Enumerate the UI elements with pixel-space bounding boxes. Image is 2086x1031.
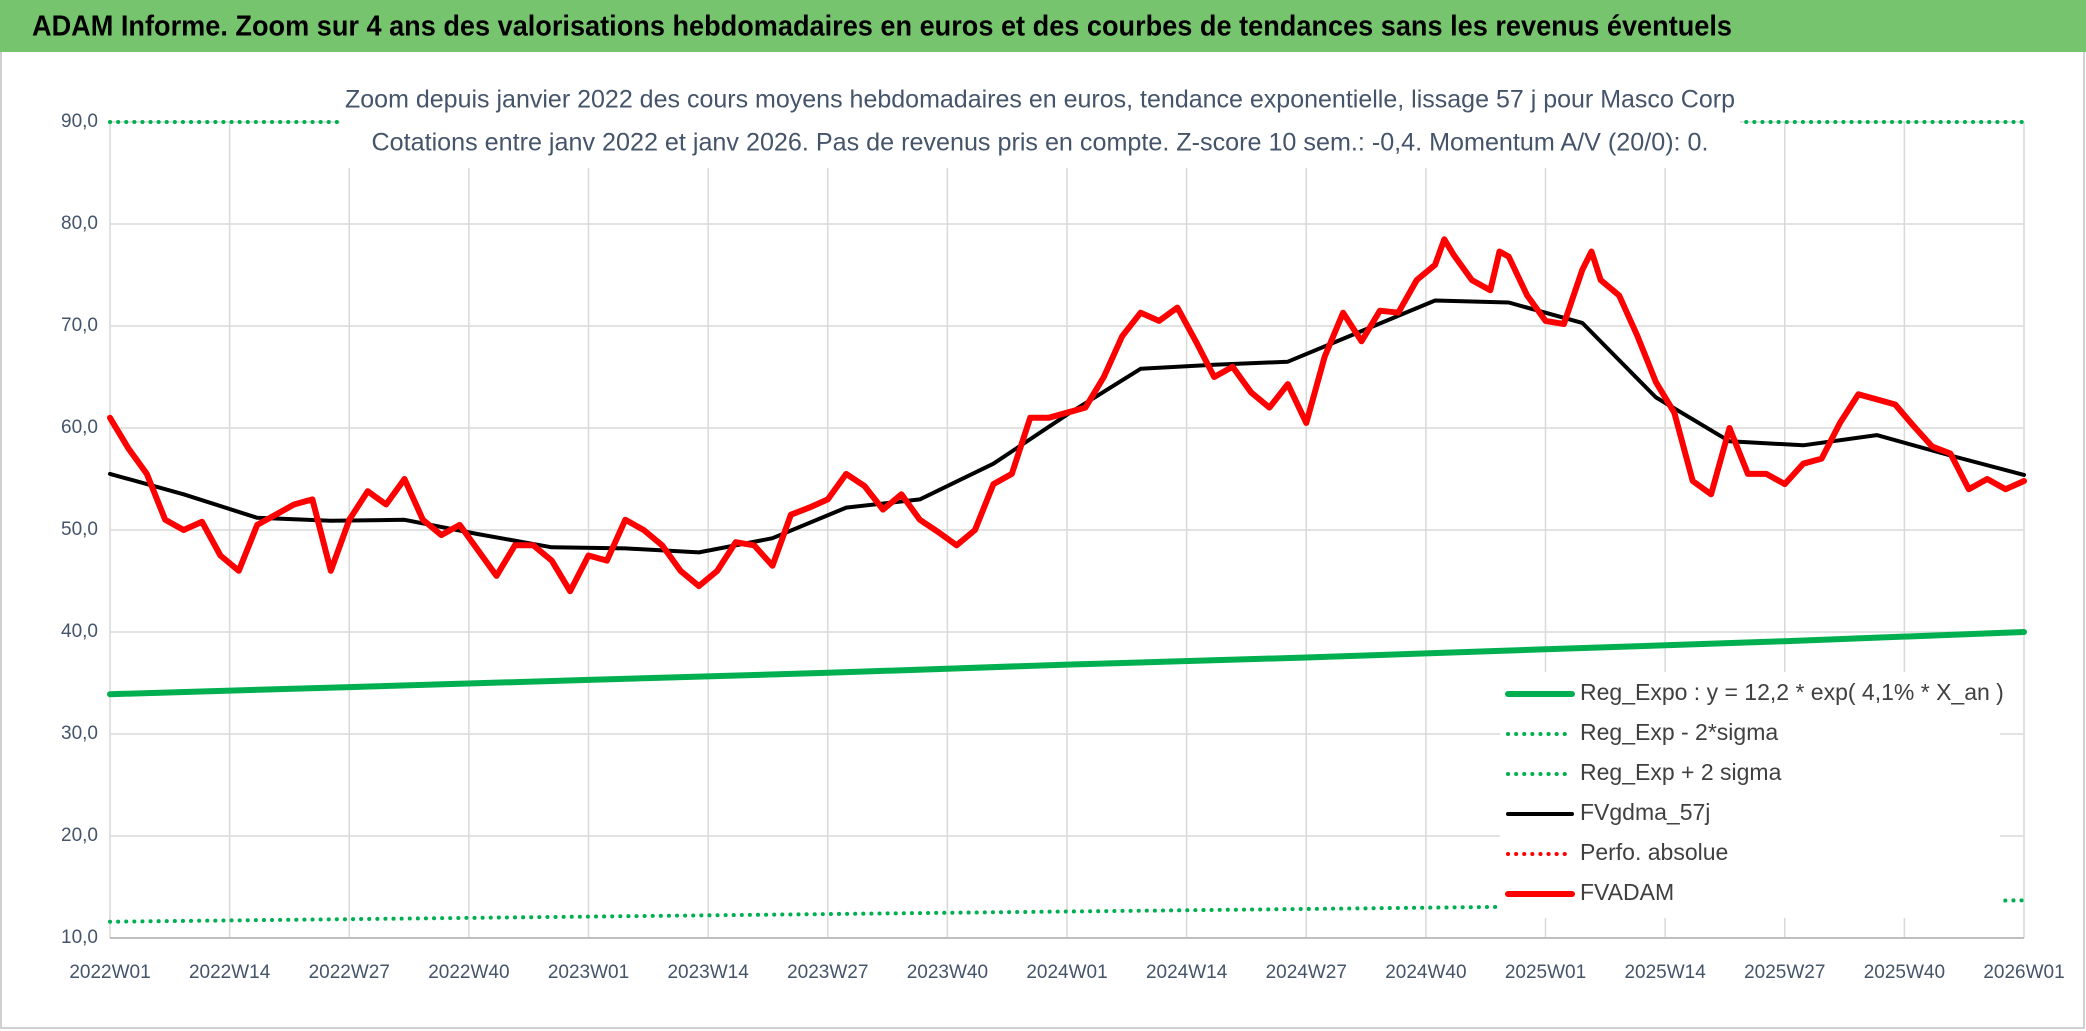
header-title: ADAM Informe. Zoom sur 4 ans des valoris… — [32, 11, 1732, 43]
y-tick-label: 70,0 — [61, 315, 98, 336]
x-tick-label: 2025W14 — [1624, 962, 1706, 983]
x-tick-label: 2024W27 — [1266, 962, 1347, 983]
x-tick-label: 2024W14 — [1146, 962, 1228, 983]
x-tick-label: 2026W01 — [1983, 962, 2064, 983]
x-tick-label: 2023W01 — [548, 962, 629, 983]
x-tick-label: 2023W27 — [787, 962, 868, 983]
y-tick-label: 30,0 — [61, 723, 98, 744]
chart-title: Zoom depuis janvier 2022 des cours moyen… — [345, 86, 1735, 114]
x-tick-label: 2024W40 — [1385, 962, 1466, 983]
legend-label: Reg_Exp - 2*sigma — [1580, 719, 1778, 745]
y-tick-label: 10,0 — [61, 927, 98, 948]
x-tick-label: 2024W01 — [1026, 962, 1107, 983]
legend-label: FVgdma_57j — [1580, 799, 1710, 825]
legend-label: Perfo. absolue — [1580, 839, 1728, 865]
x-tick-label: 2022W14 — [189, 962, 271, 983]
x-tick-label: 2022W27 — [309, 962, 390, 983]
y-tick-label: 80,0 — [61, 213, 98, 234]
legend-label: FVADAM — [1580, 879, 1674, 905]
x-tick-label: 2025W01 — [1505, 962, 1586, 983]
header-bar — [0, 0, 2086, 52]
series-line — [107, 629, 2027, 698]
x-tick-label: 2023W14 — [667, 962, 749, 983]
y-tick-label: 40,0 — [61, 621, 98, 642]
legend-background — [1500, 672, 2000, 918]
y-tick-label: 60,0 — [61, 417, 98, 438]
chart-subtitle: Cotations entre janv 2022 et janv 2026. … — [372, 129, 1709, 157]
legend-label: Reg_Exp + 2 sigma — [1580, 759, 1782, 785]
x-tick-label: 2023W40 — [907, 962, 988, 983]
series-line — [107, 236, 2027, 595]
x-tick-label: 2025W27 — [1744, 962, 1825, 983]
y-tick-label: 20,0 — [61, 825, 98, 846]
y-tick-label: 90,0 — [61, 111, 98, 132]
x-tick-label: 2022W01 — [69, 962, 150, 983]
x-tick-label: 2022W40 — [428, 962, 509, 983]
y-tick-label: 50,0 — [61, 519, 98, 540]
legend-label: Reg_Expo : y = 12,2 * exp( 4,1% * X_an ) — [1580, 679, 2004, 705]
title-background — [340, 80, 1740, 168]
x-tick-label: 2025W40 — [1864, 962, 1945, 983]
